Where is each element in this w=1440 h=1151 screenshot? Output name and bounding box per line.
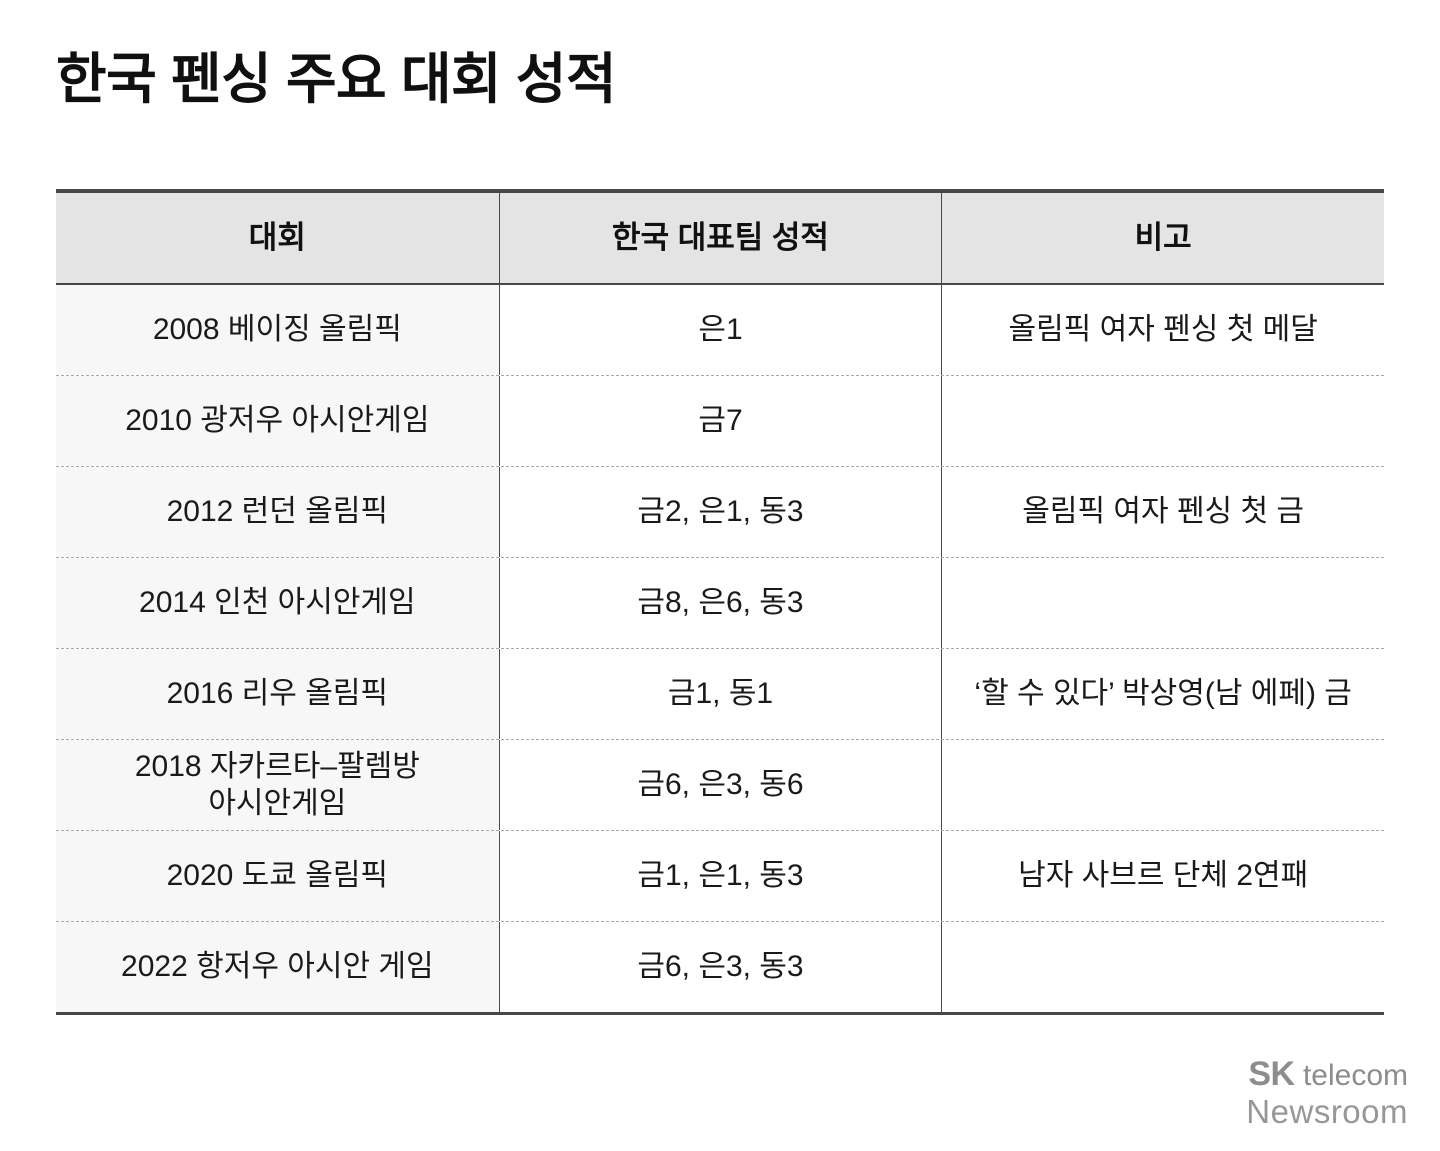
table-row: 2010 광저우 아시안게임 금7 [56,376,1384,467]
note-cell: ‘할 수 있다’ 박상영(남 에페) 금 [941,649,1384,739]
page-title: 한국 펜싱 주요 대회 성적 [56,48,617,110]
note-cell [941,558,1384,648]
table-row: 2012 런던 올림픽 금2, 은1, 동3 올림픽 여자 펜싱 첫 금 [56,467,1384,558]
newsroom-logo-text: Newsroom [1246,1093,1408,1130]
note-cell: 올림픽 여자 펜싱 첫 메달 [941,285,1384,375]
table-row: 2014 인천 아시안게임 금8, 은6, 동3 [56,558,1384,649]
table-row: 2020 도쿄 올림픽 금1, 은1, 동3 남자 사브르 단체 2연패 [56,831,1384,922]
sk-logo-text: SK [1248,1055,1295,1093]
note-cell: 남자 사브르 단체 2연패 [941,831,1384,921]
note-cell [941,740,1384,830]
result-cell: 금6, 은3, 동3 [498,922,942,1012]
result-cell: 금8, 은6, 동3 [498,558,942,648]
table-row: 2022 항저우 아시안 게임 금6, 은3, 동3 [56,922,1384,1012]
event-cell: 2008 베이징 올림픽 [56,285,499,375]
result-cell: 금1, 은1, 동3 [498,831,942,921]
event-cell: 2016 리우 올림픽 [56,649,499,739]
table-row: 2016 리우 올림픽 금1, 동1 ‘할 수 있다’ 박상영(남 에페) 금 [56,649,1384,740]
note-cell [941,376,1384,466]
table-row: 2008 베이징 올림픽 은1 올림픽 여자 펜싱 첫 메달 [56,285,1384,376]
event-cell: 2010 광저우 아시안게임 [56,376,499,466]
column-header-event: 대회 [248,219,306,255]
result-cell: 금1, 동1 [498,649,942,739]
column-header-note: 비고 [941,193,1384,283]
event-cell: 2020 도쿄 올림픽 [56,831,499,921]
table-header-row: 대회 한국 대표팀 성적 비고 [56,193,1384,285]
event-cell: 2022 항저우 아시안 게임 [56,922,499,1012]
event-cell: 2018 자카르타–팔렘방 아시안게임 [56,740,499,830]
result-cell: 금2, 은1, 동3 [498,467,942,557]
result-cell: 금7 [498,376,942,466]
results-table: 대회 한국 대표팀 성적 비고 2008 베이징 올림픽 은1 올림픽 여자 펜… [56,189,1384,1015]
event-cell: 2012 런던 올림픽 [56,467,499,557]
telecom-logo-text: telecom [1294,1059,1408,1092]
note-cell: 올림픽 여자 펜싱 첫 금 [941,467,1384,557]
column-header-result: 한국 대표팀 성적 [498,193,942,283]
event-cell: 2014 인천 아시안게임 [56,558,499,648]
table-row: 2018 자카르타–팔렘방 아시안게임 금6, 은3, 동6 [56,740,1384,831]
brand-wordmark: SK telecom [1246,1056,1408,1094]
result-cell: 은1 [498,285,942,375]
sk-telecom-newsroom-logo: SK telecom Newsroom [1246,1056,1408,1130]
result-cell: 금6, 은3, 동6 [498,740,942,830]
note-cell [941,922,1384,1012]
